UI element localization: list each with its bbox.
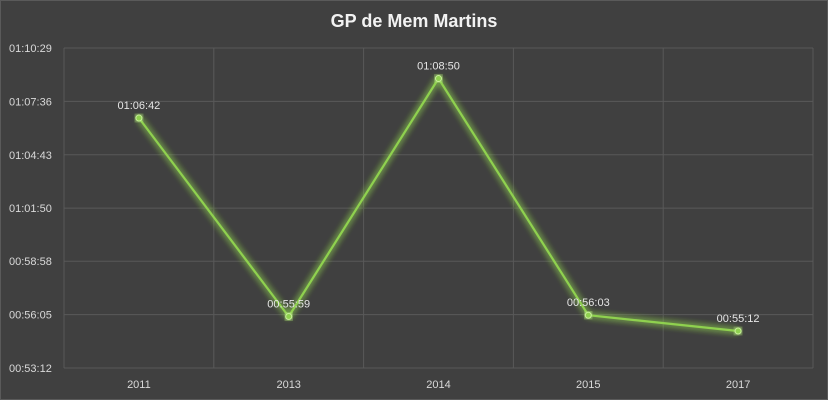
y-tick-label: 01:10:29 <box>9 43 52 55</box>
chart-title: GP de Mem Martins <box>330 11 498 31</box>
data-point <box>584 311 592 319</box>
series-layer <box>135 75 742 335</box>
data-label: 00:55:59 <box>267 298 310 310</box>
x-tick-label: 2014 <box>426 379 450 391</box>
y-tick-label: 01:04:43 <box>9 150 52 162</box>
y-tick-label: 01:07:36 <box>9 96 52 108</box>
data-label: 01:08:50 <box>417 61 460 73</box>
series-line <box>138 77 739 333</box>
y-tick-label: 00:53:12 <box>9 363 52 375</box>
y-tick-label: 00:56:05 <box>9 310 52 322</box>
data-label: 01:06:42 <box>117 100 160 112</box>
data-point <box>435 75 442 83</box>
x-tick-label: 2015 <box>576 379 600 391</box>
label-layer: 01:06:42 00:55:59 01:08:50 00:56:03 00:55:12 <box>117 61 759 325</box>
data-point <box>135 114 143 122</box>
data-label: 00:56:03 <box>567 297 610 309</box>
y-tick-label: 01:01:50 <box>9 203 52 215</box>
data-point <box>285 312 293 320</box>
y-tick-label: 00:58:58 <box>9 256 52 268</box>
x-tick-label: 2013 <box>276 379 300 391</box>
x-tick-label: 2017 <box>726 379 750 391</box>
axis-layer: 00:53:12 00:56:05 00:58:58 01:01:50 01:04:43… <box>9 43 750 391</box>
data-label: 00:55:12 <box>717 313 760 325</box>
x-tick-label: 2011 <box>127 379 151 391</box>
data-point <box>734 327 742 335</box>
grid-layer <box>63 47 814 369</box>
